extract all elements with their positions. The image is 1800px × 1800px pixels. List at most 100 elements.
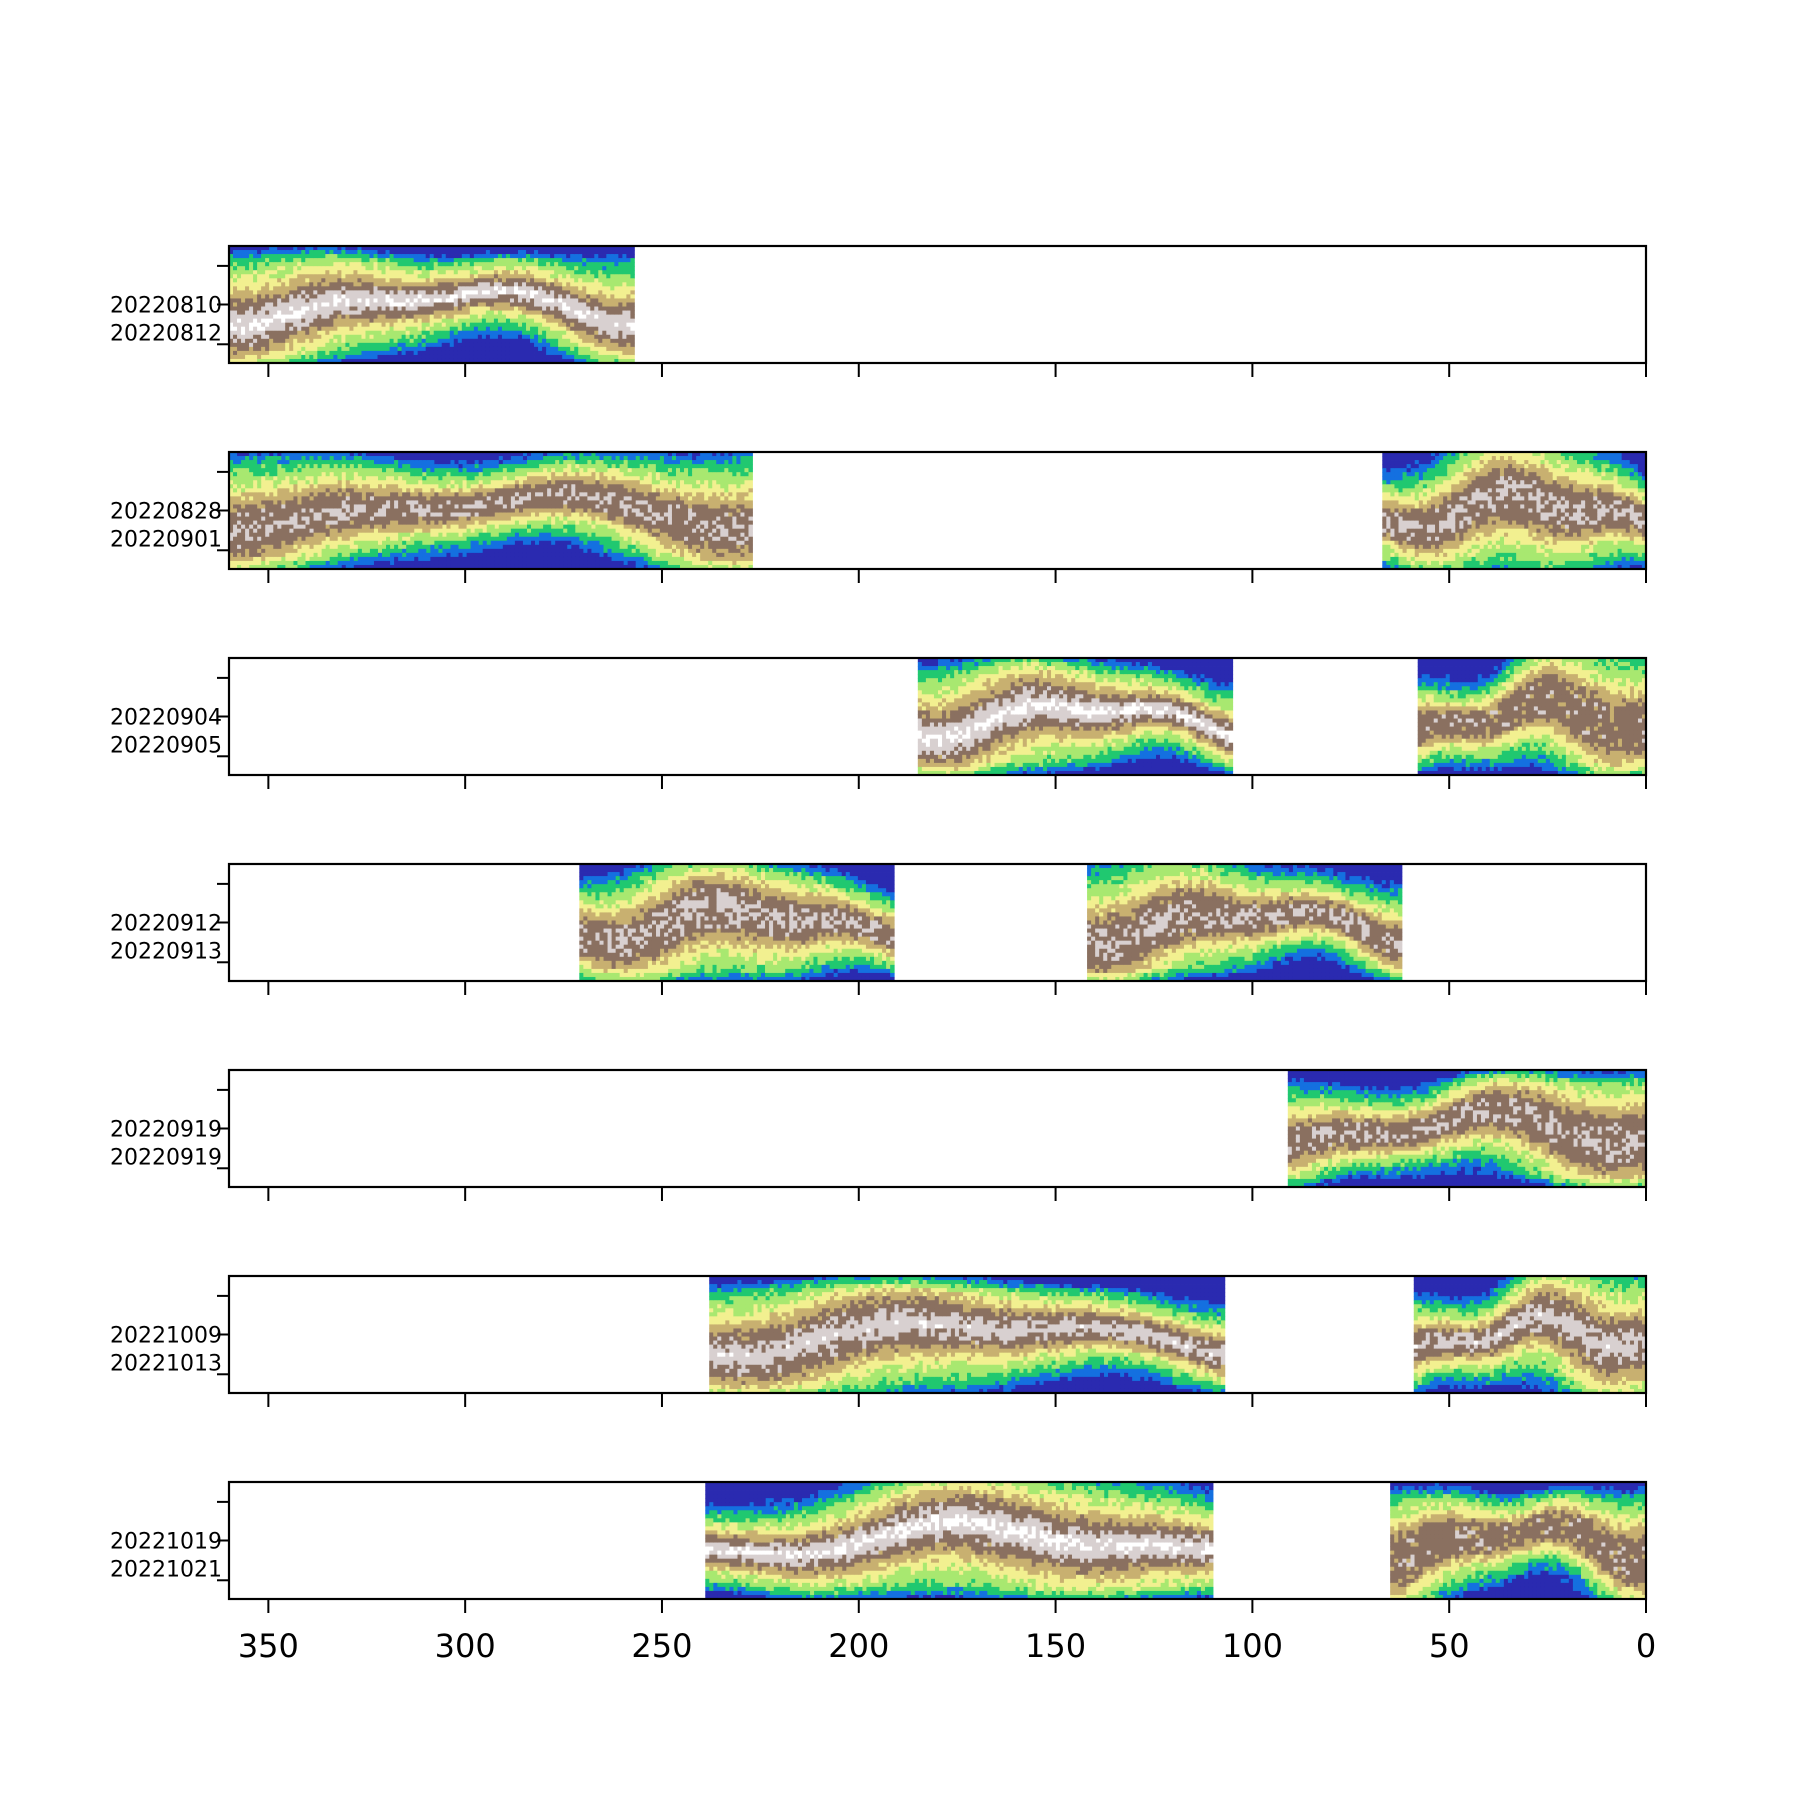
heatmap-cell	[422, 556, 427, 562]
heatmap-cell	[285, 488, 290, 493]
heatmap-cell	[293, 540, 298, 546]
heatmap-cell	[269, 286, 274, 291]
heatmap-cell	[289, 350, 294, 356]
heatmap-cell	[426, 492, 431, 497]
heatmap-cell	[297, 556, 302, 562]
heatmap-cell	[369, 330, 374, 336]
heatmap-cell	[257, 350, 262, 356]
heatmap-cell	[305, 330, 310, 336]
heatmap-cell	[406, 472, 411, 477]
heatmap-cell	[462, 548, 467, 554]
heatmap-cell	[321, 346, 326, 352]
heatmap-cell	[297, 290, 302, 295]
heatmap-cell	[490, 556, 496, 562]
heatmap-cell	[329, 294, 334, 299]
heatmap-cell	[570, 306, 575, 311]
heatmap-cell	[389, 298, 394, 303]
heatmap-cell	[337, 480, 343, 485]
heatmap-cell	[402, 500, 407, 505]
heatmap-cell	[313, 354, 318, 360]
heatmap-cell	[465, 334, 471, 340]
heatmap-cell	[253, 540, 258, 546]
heatmap-cell	[321, 464, 327, 469]
heatmap-cell	[490, 540, 496, 546]
heatmap-cell	[341, 564, 347, 569]
heatmap-cell	[409, 298, 415, 303]
heatmap-cell	[313, 508, 318, 513]
heatmap-cell	[265, 552, 270, 558]
heatmap-cell	[337, 278, 342, 283]
heatmap-cell	[261, 258, 266, 263]
heatmap-cell	[558, 346, 563, 352]
heatmap-cell	[297, 354, 302, 360]
heatmap-cell	[349, 274, 354, 279]
heatmap-cell	[245, 318, 250, 324]
heatmap-cell	[481, 358, 487, 363]
heatmap-cell	[489, 278, 495, 283]
heatmap-cell	[426, 456, 431, 461]
heatmap-cell	[598, 278, 603, 283]
heatmap-cell	[481, 298, 487, 303]
heatmap-cell	[445, 334, 451, 340]
heatmap-cell	[406, 512, 411, 517]
heatmap-cell	[481, 250, 487, 255]
heatmap-cell	[382, 484, 387, 489]
heatmap-cell	[465, 326, 471, 332]
heatmap-cell	[253, 476, 258, 481]
heatmap-cell	[530, 334, 535, 340]
heatmap-cell	[289, 278, 294, 283]
heatmap-cell	[422, 544, 427, 550]
heatmap-cell	[429, 342, 435, 348]
heatmap-cell	[485, 342, 491, 348]
heatmap-cell	[418, 456, 423, 461]
heatmap-cell	[466, 484, 472, 489]
heatmap-cell	[477, 290, 483, 295]
heatmap-cell	[505, 286, 511, 291]
heatmap-cell	[301, 338, 306, 344]
heatmap-cell	[546, 294, 551, 299]
heatmap-cell	[382, 452, 387, 457]
heatmap-cell	[337, 528, 343, 534]
heatmap-cell	[526, 298, 531, 303]
heatmap-cell	[293, 544, 298, 550]
heatmap-cell	[429, 254, 435, 259]
heatmap-cell	[437, 350, 443, 356]
heatmap-cell	[229, 488, 234, 493]
heatmap-cell	[485, 246, 491, 251]
heatmap-cell	[349, 528, 355, 534]
heatmap-cell	[570, 278, 575, 283]
heatmap-cell	[349, 278, 354, 283]
heatmap-cell	[378, 508, 383, 513]
heatmap-cell	[261, 334, 266, 340]
heatmap-cell	[378, 560, 383, 566]
heatmap-cell	[329, 310, 334, 315]
heatmap-cell	[626, 274, 631, 279]
heatmap-cell	[345, 504, 351, 509]
heatmap-cell	[381, 258, 386, 263]
heatmap-cell	[438, 512, 443, 517]
heatmap-cell	[293, 536, 298, 542]
heatmap-cell	[453, 318, 459, 324]
heatmap-cell	[397, 258, 402, 263]
heatmap-cell	[229, 266, 234, 271]
heatmap-cell	[505, 258, 511, 263]
heatmap-cell	[494, 548, 500, 554]
heatmap-cell	[582, 278, 587, 283]
heatmap-cell	[498, 564, 504, 569]
heatmap-cell	[305, 524, 310, 530]
heatmap-cell	[345, 286, 350, 291]
heatmap-cell	[566, 350, 571, 356]
heatmap-cell	[614, 282, 619, 287]
heatmap-cell	[466, 560, 472, 566]
heatmap-cell	[622, 358, 627, 363]
heatmap-cell	[570, 298, 575, 303]
heatmap-cell	[485, 346, 491, 352]
heatmap-cell	[285, 516, 290, 521]
heatmap-cell	[301, 254, 306, 259]
heatmap-cell	[618, 354, 623, 360]
heatmap-cell	[373, 468, 379, 473]
heatmap-cell	[253, 532, 258, 538]
heatmap-cell	[273, 326, 278, 332]
heatmap-cell	[413, 258, 419, 263]
heatmap-cell	[297, 452, 302, 457]
